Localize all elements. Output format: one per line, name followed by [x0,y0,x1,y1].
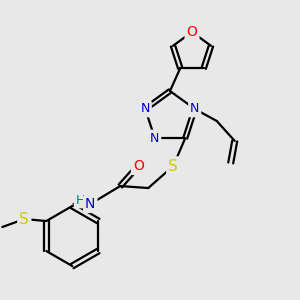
Text: H: H [76,194,85,206]
Text: O: O [187,25,197,39]
Text: N: N [85,197,95,211]
Text: O: O [133,159,144,173]
Text: N: N [150,131,159,145]
Text: S: S [168,158,178,173]
Text: S: S [20,212,29,226]
Text: N: N [190,103,200,116]
Text: N: N [141,103,150,116]
